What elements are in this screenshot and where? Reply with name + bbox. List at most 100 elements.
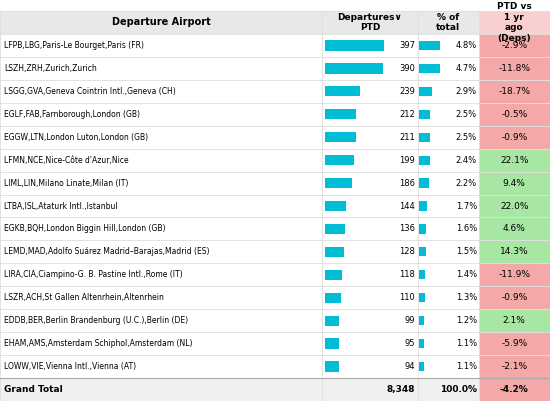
FancyBboxPatch shape bbox=[419, 64, 440, 73]
FancyBboxPatch shape bbox=[0, 57, 322, 80]
Text: LEMD,MAD,Adolfo Suárez Madrid–Barajas,Madrid (ES): LEMD,MAD,Adolfo Suárez Madrid–Barajas,Ma… bbox=[4, 247, 210, 256]
FancyBboxPatch shape bbox=[419, 316, 425, 325]
Text: 14.3%: 14.3% bbox=[500, 247, 529, 256]
Text: -4.2%: -4.2% bbox=[500, 385, 529, 394]
FancyBboxPatch shape bbox=[324, 293, 341, 303]
Text: 94: 94 bbox=[405, 362, 415, 371]
Text: Departure Airport: Departure Airport bbox=[112, 18, 210, 28]
Text: 4.7%: 4.7% bbox=[455, 64, 477, 73]
Text: -2.1%: -2.1% bbox=[501, 362, 527, 371]
FancyBboxPatch shape bbox=[418, 263, 478, 286]
FancyBboxPatch shape bbox=[478, 103, 550, 126]
FancyBboxPatch shape bbox=[419, 156, 430, 165]
FancyBboxPatch shape bbox=[0, 103, 322, 126]
Text: LSZH,ZRH,Zurich,Zurich: LSZH,ZRH,Zurich,Zurich bbox=[4, 64, 97, 73]
Text: 1.4%: 1.4% bbox=[456, 270, 477, 279]
FancyBboxPatch shape bbox=[322, 149, 418, 172]
Text: 390: 390 bbox=[399, 64, 415, 73]
Text: LTBA,ISL,Ataturk Intl.,Istanbul: LTBA,ISL,Ataturk Intl.,Istanbul bbox=[4, 202, 118, 211]
FancyBboxPatch shape bbox=[324, 86, 360, 97]
Text: 22.0%: 22.0% bbox=[500, 202, 529, 211]
FancyBboxPatch shape bbox=[322, 103, 418, 126]
Text: 2.1%: 2.1% bbox=[503, 316, 526, 325]
FancyBboxPatch shape bbox=[322, 332, 418, 355]
FancyBboxPatch shape bbox=[0, 241, 322, 263]
Text: % of
total: % of total bbox=[436, 13, 460, 32]
FancyBboxPatch shape bbox=[418, 286, 478, 309]
FancyBboxPatch shape bbox=[324, 361, 339, 372]
FancyBboxPatch shape bbox=[0, 34, 322, 57]
FancyBboxPatch shape bbox=[478, 194, 550, 217]
Text: 397: 397 bbox=[399, 41, 415, 50]
Text: EDDB,BER,Berlin Brandenburg (U.C.),Berlin (DE): EDDB,BER,Berlin Brandenburg (U.C.),Berli… bbox=[4, 316, 189, 325]
FancyBboxPatch shape bbox=[0, 355, 322, 378]
Text: Grand Total: Grand Total bbox=[4, 385, 63, 394]
FancyBboxPatch shape bbox=[478, 286, 550, 309]
Text: 128: 128 bbox=[399, 247, 415, 256]
Text: LSZR,ACH,St Gallen Altenrhein,Altenrhein: LSZR,ACH,St Gallen Altenrhein,Altenrhein bbox=[4, 293, 164, 302]
FancyBboxPatch shape bbox=[419, 362, 424, 371]
FancyBboxPatch shape bbox=[324, 338, 339, 349]
FancyBboxPatch shape bbox=[418, 149, 478, 172]
Text: 144: 144 bbox=[399, 202, 415, 211]
FancyBboxPatch shape bbox=[478, 57, 550, 80]
FancyBboxPatch shape bbox=[418, 172, 478, 194]
Text: -11.9%: -11.9% bbox=[498, 270, 530, 279]
FancyBboxPatch shape bbox=[478, 355, 550, 378]
FancyBboxPatch shape bbox=[322, 194, 418, 217]
Text: -2.9%: -2.9% bbox=[501, 41, 527, 50]
FancyBboxPatch shape bbox=[478, 34, 550, 57]
Text: 99: 99 bbox=[405, 316, 415, 325]
Text: PTD vs
1 yr
ago
(Deps): PTD vs 1 yr ago (Deps) bbox=[497, 2, 532, 43]
FancyBboxPatch shape bbox=[418, 309, 478, 332]
FancyBboxPatch shape bbox=[478, 241, 550, 263]
Text: EGLF,FAB,Farnborough,London (GB): EGLF,FAB,Farnborough,London (GB) bbox=[4, 110, 140, 119]
FancyBboxPatch shape bbox=[418, 126, 478, 149]
Text: 22.1%: 22.1% bbox=[500, 156, 529, 165]
FancyBboxPatch shape bbox=[0, 263, 322, 286]
FancyBboxPatch shape bbox=[322, 309, 418, 332]
Text: 4.6%: 4.6% bbox=[503, 225, 526, 233]
FancyBboxPatch shape bbox=[418, 217, 478, 241]
Text: 199: 199 bbox=[399, 156, 415, 165]
FancyBboxPatch shape bbox=[478, 172, 550, 194]
FancyBboxPatch shape bbox=[324, 269, 342, 280]
Text: EHAM,AMS,Amsterdam Schiphol,Amsterdam (NL): EHAM,AMS,Amsterdam Schiphol,Amsterdam (N… bbox=[4, 339, 193, 348]
FancyBboxPatch shape bbox=[419, 133, 430, 142]
FancyBboxPatch shape bbox=[322, 34, 418, 57]
Text: -5.9%: -5.9% bbox=[501, 339, 527, 348]
FancyBboxPatch shape bbox=[322, 57, 418, 80]
FancyBboxPatch shape bbox=[419, 339, 424, 348]
Text: 9.4%: 9.4% bbox=[503, 178, 526, 188]
FancyBboxPatch shape bbox=[322, 263, 418, 286]
Text: 118: 118 bbox=[399, 270, 415, 279]
Text: -18.7%: -18.7% bbox=[498, 87, 530, 96]
Text: LOWW,VIE,Vienna Intl.,Vienna (AT): LOWW,VIE,Vienna Intl.,Vienna (AT) bbox=[4, 362, 136, 371]
FancyBboxPatch shape bbox=[418, 34, 478, 57]
Text: 239: 239 bbox=[399, 87, 415, 96]
FancyBboxPatch shape bbox=[0, 217, 322, 241]
Text: 110: 110 bbox=[399, 293, 415, 302]
Text: 1.1%: 1.1% bbox=[456, 362, 477, 371]
Text: 1.2%: 1.2% bbox=[456, 316, 477, 325]
Text: 8,348: 8,348 bbox=[387, 385, 415, 394]
FancyBboxPatch shape bbox=[419, 178, 429, 188]
FancyBboxPatch shape bbox=[418, 355, 478, 378]
FancyBboxPatch shape bbox=[324, 155, 354, 165]
FancyBboxPatch shape bbox=[322, 378, 418, 401]
FancyBboxPatch shape bbox=[0, 149, 322, 172]
FancyBboxPatch shape bbox=[419, 270, 425, 279]
FancyBboxPatch shape bbox=[0, 80, 322, 103]
FancyBboxPatch shape bbox=[478, 126, 550, 149]
FancyBboxPatch shape bbox=[0, 194, 322, 217]
FancyBboxPatch shape bbox=[0, 126, 322, 149]
FancyBboxPatch shape bbox=[418, 80, 478, 103]
FancyBboxPatch shape bbox=[324, 224, 345, 234]
FancyBboxPatch shape bbox=[0, 172, 322, 194]
FancyBboxPatch shape bbox=[478, 332, 550, 355]
Text: 1.5%: 1.5% bbox=[456, 247, 477, 256]
FancyBboxPatch shape bbox=[324, 201, 346, 211]
FancyBboxPatch shape bbox=[478, 149, 550, 172]
FancyBboxPatch shape bbox=[324, 247, 344, 257]
FancyBboxPatch shape bbox=[418, 241, 478, 263]
